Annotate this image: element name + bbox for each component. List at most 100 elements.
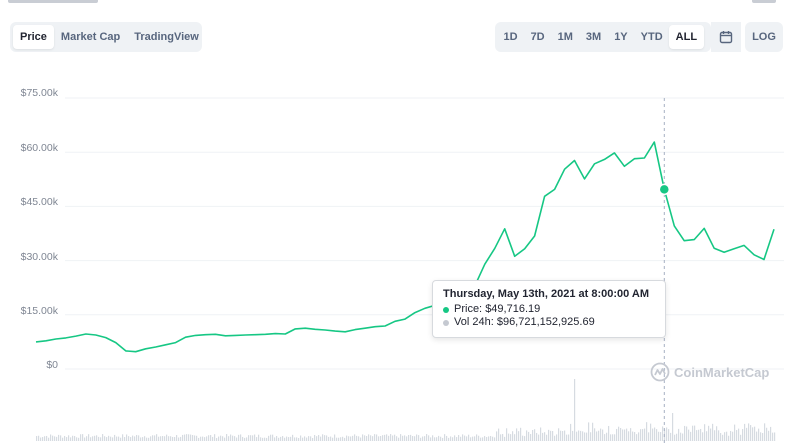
volume-bar <box>324 435 326 441</box>
volume-bar <box>352 435 354 441</box>
volume-bar <box>610 434 612 441</box>
volume-bar <box>760 432 762 441</box>
volume-bar <box>532 430 534 441</box>
volume-bar <box>218 436 220 441</box>
range-3m[interactable]: 3M <box>585 31 602 43</box>
volume-bar <box>60 435 62 441</box>
volume-bar <box>630 428 632 441</box>
range-7d[interactable]: 7D <box>530 31 545 43</box>
volume-bar <box>432 435 434 441</box>
volume-bar <box>196 435 198 441</box>
volume-bar <box>762 433 764 441</box>
tab-tradingview[interactable]: TradingView <box>134 31 199 43</box>
volume-bar <box>574 379 576 441</box>
volume-bar <box>470 437 472 441</box>
range-all[interactable]: ALL <box>669 25 704 49</box>
volume-bar <box>694 425 696 441</box>
volume-bar <box>662 426 664 441</box>
tab-price[interactable]: Price <box>13 25 54 49</box>
volume-bar <box>554 435 556 441</box>
volume-bar <box>606 432 608 441</box>
chart-tooltip: Thursday, May 13th, 2021 at 8:00:00 AM P… <box>432 280 666 338</box>
volume-bar <box>626 428 628 441</box>
volume-bar <box>264 437 266 441</box>
volume-bar <box>768 430 770 441</box>
volume-bar <box>380 436 382 441</box>
volume-bar <box>568 434 570 441</box>
volume-bar <box>744 423 746 441</box>
volume-bar <box>564 430 566 441</box>
log-scale-toggle[interactable]: LOG <box>745 22 783 52</box>
volume-bar <box>434 437 436 441</box>
volume-bar <box>660 432 662 441</box>
volume-bar <box>650 423 652 441</box>
volume-bar <box>232 435 234 441</box>
volume-bar <box>248 435 250 441</box>
volume-bar <box>96 435 98 441</box>
volume-bar <box>332 437 334 441</box>
volume-bar <box>732 431 734 441</box>
price-legend-dot <box>443 306 449 313</box>
tooltip-volume-label: Vol 24h: <box>454 316 494 328</box>
volume-bar <box>770 426 772 441</box>
volume-bar <box>566 434 568 441</box>
volume-bar <box>266 437 268 441</box>
volume-bar <box>584 432 586 441</box>
volume-bar <box>42 437 44 441</box>
volume-bar <box>150 436 152 441</box>
range-1y[interactable]: 1Y <box>614 31 628 43</box>
range-1m[interactable]: 1M <box>557 31 573 43</box>
volume-bar <box>700 428 702 441</box>
volume-bar <box>54 436 56 441</box>
volume-bar <box>372 436 374 441</box>
volume-bar <box>182 434 184 441</box>
volume-bar <box>752 427 754 441</box>
tooltip-price-value: $49,716.19 <box>485 303 541 315</box>
range-ytd[interactable]: YTD <box>640 31 663 43</box>
volume-bar <box>656 429 658 441</box>
tab-market-cap[interactable]: Market Cap <box>60 31 121 43</box>
volume-bar <box>214 434 216 441</box>
volume-bar <box>758 428 760 441</box>
volume-bar <box>692 425 694 441</box>
volume-bar <box>644 428 646 441</box>
volume-bar <box>378 436 380 441</box>
volume-bar <box>320 436 322 441</box>
volume-bar <box>238 434 240 441</box>
volume-bar <box>190 434 192 441</box>
volume-bar <box>142 437 144 441</box>
volume-bar <box>170 436 172 441</box>
volume-bar <box>44 436 46 441</box>
volume-bar <box>754 426 756 441</box>
volume-bar <box>404 435 406 441</box>
volume-bar <box>402 435 404 441</box>
volume-bar <box>488 436 490 441</box>
volume-bar <box>766 427 768 441</box>
volume-bar <box>328 436 330 441</box>
volume-bar <box>56 436 58 441</box>
volume-bar <box>310 436 312 441</box>
volume-bar <box>250 435 252 441</box>
volume-bar <box>146 437 148 441</box>
tooltip-volume-row: Vol 24h: $96,721,152,925.69 <box>443 316 655 329</box>
volume-bar <box>680 432 682 441</box>
volume-bar <box>484 436 486 441</box>
volume-bar <box>464 435 466 441</box>
volume-bar <box>294 437 296 441</box>
volume-bar <box>412 435 414 441</box>
volume-bar <box>764 423 766 441</box>
volume-bar <box>454 435 456 441</box>
volume-bar <box>394 434 396 441</box>
volume-bar <box>208 435 210 441</box>
volume-bar <box>284 437 286 441</box>
volume-bar <box>520 427 522 441</box>
volume-bar <box>272 434 274 441</box>
range-1d[interactable]: 1D <box>503 31 518 43</box>
date-picker-button[interactable] <box>711 22 741 52</box>
chart-grid <box>65 97 784 370</box>
volume-bar <box>622 429 624 441</box>
volume-bar <box>330 436 332 441</box>
volume-bar <box>500 434 502 441</box>
volume-bar <box>258 434 260 441</box>
